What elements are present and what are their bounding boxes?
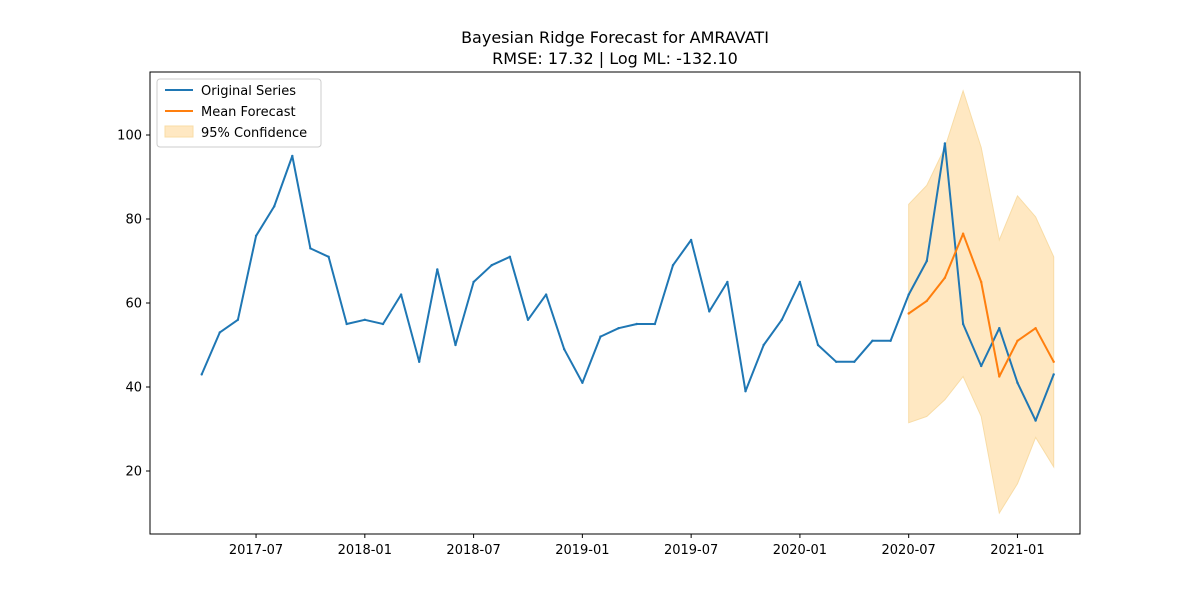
legend-label-mean-forecast: Mean Forecast xyxy=(201,105,296,120)
data-point-original-series xyxy=(998,327,1001,330)
data-point-original-series xyxy=(1052,373,1055,376)
data-point-mean-forecast xyxy=(1034,327,1037,330)
data-point-original-series xyxy=(726,280,729,284)
data-point-original-series xyxy=(889,339,892,342)
x-tick-label: 2021-01 xyxy=(990,543,1044,558)
data-point-original-series xyxy=(218,331,221,334)
data-point-mean-forecast xyxy=(980,280,983,284)
data-point-original-series xyxy=(925,259,928,263)
x-tick-label: 2017-07 xyxy=(229,543,283,558)
data-point-original-series xyxy=(563,348,566,351)
data-point-original-series xyxy=(436,268,439,271)
legend-label-original-series: Original Series xyxy=(201,84,296,99)
series-layer xyxy=(200,142,1055,422)
x-tick-label: 2018-01 xyxy=(338,543,392,558)
legend-swatch-confidence xyxy=(164,125,194,138)
data-point-original-series xyxy=(961,322,965,326)
data-point-original-series xyxy=(345,322,348,326)
data-point-original-series xyxy=(236,318,240,321)
data-point-original-series xyxy=(200,373,203,376)
data-point-original-series xyxy=(635,322,638,326)
x-tick-label: 2019-07 xyxy=(664,543,718,558)
y-tick-label: 40 xyxy=(125,381,142,396)
data-point-original-series xyxy=(708,310,711,313)
data-point-original-series xyxy=(327,255,330,258)
data-point-original-series xyxy=(381,322,385,326)
x-tick-label: 2020-01 xyxy=(773,543,827,558)
data-point-original-series xyxy=(544,293,548,296)
series-line-original-series xyxy=(200,142,1055,422)
data-point-original-series xyxy=(526,318,530,321)
data-point-original-series xyxy=(309,247,312,250)
data-point-mean-forecast xyxy=(1016,339,1019,342)
confidence-band-layer xyxy=(908,89,1055,515)
data-point-original-series xyxy=(816,343,820,347)
x-tick-label: 2018-07 xyxy=(446,543,500,558)
data-point-original-series xyxy=(599,335,602,338)
confidence-band xyxy=(908,89,1055,515)
data-point-original-series xyxy=(980,364,983,368)
x-tick-label: 2019-01 xyxy=(555,543,609,558)
data-point-original-series xyxy=(273,205,276,208)
data-point-original-series xyxy=(454,343,457,347)
x-tick-label: 2020-07 xyxy=(882,543,936,558)
data-point-original-series xyxy=(907,293,910,296)
data-point-mean-forecast xyxy=(925,299,928,303)
data-point-mean-forecast xyxy=(1052,360,1055,363)
data-point-original-series xyxy=(291,154,294,158)
y-tick-label: 60 xyxy=(125,297,142,312)
y-tick-label: 20 xyxy=(125,465,142,480)
data-point-original-series xyxy=(508,255,512,258)
data-point-mean-forecast xyxy=(998,375,1001,378)
data-point-original-series xyxy=(363,318,366,321)
data-point-original-series xyxy=(762,343,765,347)
chart-title: Bayesian Ridge Forecast for AMRAVATI xyxy=(461,28,769,47)
data-point-original-series xyxy=(671,264,675,267)
data-point-original-series xyxy=(490,264,493,267)
legend-label-confidence: 95% Confidence xyxy=(201,126,307,141)
legend: Original Series Mean Forecast 95% Confid… xyxy=(156,78,322,148)
data-point-original-series xyxy=(744,390,747,393)
data-point-original-series xyxy=(798,280,802,284)
data-point-original-series xyxy=(399,293,403,296)
data-point-original-series xyxy=(1034,419,1037,422)
data-point-original-series xyxy=(780,318,783,321)
chart-subtitle: RMSE: 17.32 | Log ML: -132.10 xyxy=(492,49,738,68)
data-point-original-series xyxy=(871,339,874,342)
y-axis: 20 40 60 80 100 xyxy=(117,129,150,480)
data-point-original-series xyxy=(617,327,620,330)
data-point-original-series xyxy=(581,381,584,384)
y-tick-label: 100 xyxy=(117,129,142,144)
y-tick-label: 80 xyxy=(125,213,142,228)
data-point-original-series xyxy=(943,142,947,145)
legend-box xyxy=(156,78,322,148)
x-axis: 2017-07 2018-01 2018-07 2019-01 2019-07 2020-… xyxy=(229,534,1045,558)
data-point-mean-forecast xyxy=(961,232,965,235)
data-point-original-series xyxy=(653,322,657,326)
data-point-mean-forecast xyxy=(943,276,947,279)
data-point-original-series xyxy=(835,360,838,363)
data-point-original-series xyxy=(853,360,856,363)
data-point-original-series xyxy=(472,280,475,284)
series-mean-forecast xyxy=(907,232,1055,378)
data-point-original-series xyxy=(1016,381,1019,384)
data-point-mean-forecast xyxy=(907,312,910,315)
data-point-original-series xyxy=(418,360,421,363)
data-point-original-series xyxy=(689,238,693,242)
series-original-series xyxy=(200,142,1055,422)
data-point-original-series xyxy=(254,234,258,237)
